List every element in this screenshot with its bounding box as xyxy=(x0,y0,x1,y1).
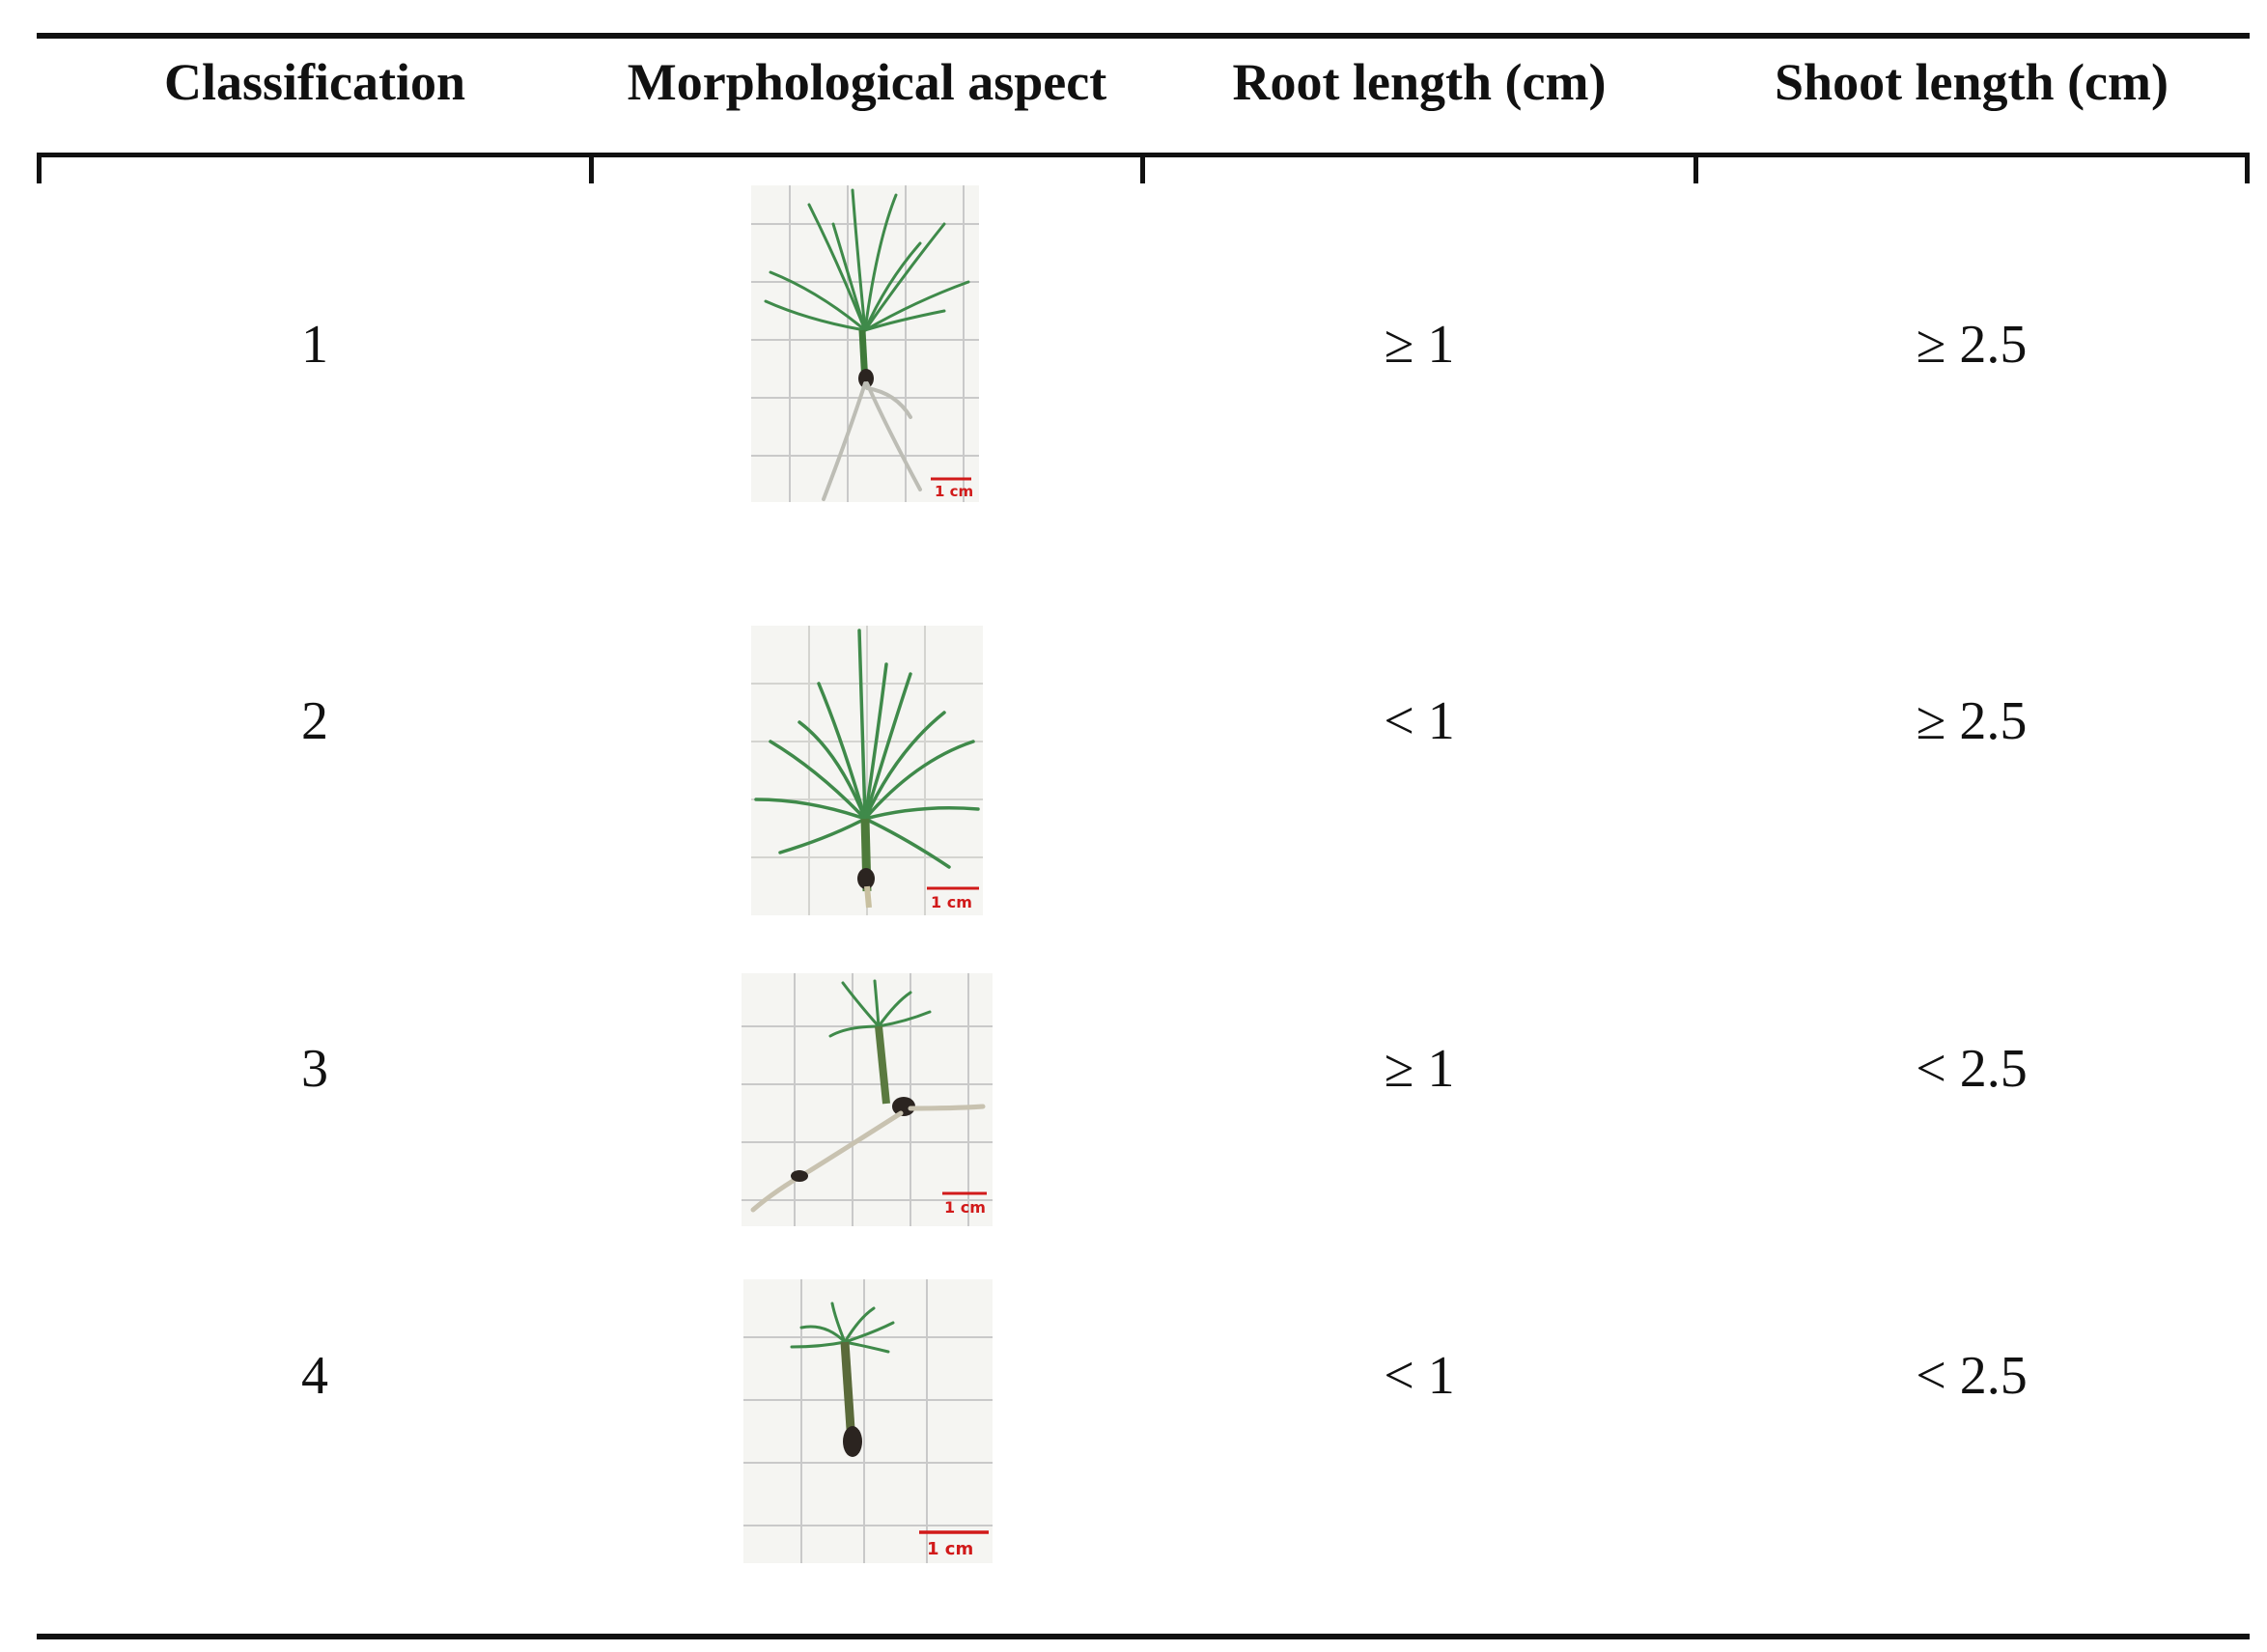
seedling-short-root-short-shoot-photo: 1 cm xyxy=(743,1279,993,1563)
classification-cell: 1 xyxy=(301,315,328,375)
root-length-cell: ≥ 1 xyxy=(1384,1039,1455,1099)
root-length-cell: ≥ 1 xyxy=(1384,315,1455,375)
shoot-length-cell: ≥ 2.5 xyxy=(1916,315,2028,375)
header-root-length: Root length (cm) xyxy=(1232,53,1607,111)
column-tick xyxy=(1693,153,1698,183)
seedling-long-root-tall-shoot-photo: 1 cm xyxy=(751,185,979,502)
header-shoot-length: Shoot length (cm) xyxy=(1775,53,2169,111)
bottom-rule xyxy=(37,1634,2250,1639)
seedling-short-root-tall-shoot-icon: 1 cm xyxy=(751,626,983,915)
root-length-cell: < 1 xyxy=(1384,1346,1455,1406)
scale-bar-label: 1 cm xyxy=(935,483,973,500)
seedling-long-root-short-shoot-photo: 1 cm xyxy=(742,973,993,1226)
shoot-length-cell: < 2.5 xyxy=(1916,1346,2028,1406)
column-tick xyxy=(1140,153,1145,183)
top-rule xyxy=(37,33,2250,39)
seedling-short-root-short-shoot-icon: 1 cm xyxy=(743,1279,993,1563)
header-classification: Classification xyxy=(163,53,465,111)
header-morphological-aspect: Morphological aspect xyxy=(627,53,1107,111)
classification-cell: 3 xyxy=(301,1039,328,1099)
column-tick xyxy=(589,153,594,183)
root-length-cell: < 1 xyxy=(1384,691,1455,751)
column-tick xyxy=(37,153,42,183)
shoot-length-cell: < 2.5 xyxy=(1916,1039,2028,1099)
shoot-length-cell: ≥ 2.5 xyxy=(1916,691,2028,751)
scale-bar-label: 1 cm xyxy=(931,893,972,911)
classification-cell: 2 xyxy=(301,691,328,751)
scale-bar-label: 1 cm xyxy=(927,1539,973,1559)
column-tick xyxy=(2245,153,2250,183)
seedling-long-root-short-shoot-icon: 1 cm xyxy=(742,973,993,1226)
scale-bar-label: 1 cm xyxy=(944,1198,986,1217)
classification-cell: 4 xyxy=(301,1346,328,1406)
seedling-long-root-tall-shoot-icon: 1 cm xyxy=(751,185,979,502)
seedling-short-root-tall-shoot-photo: 1 cm xyxy=(751,626,983,915)
